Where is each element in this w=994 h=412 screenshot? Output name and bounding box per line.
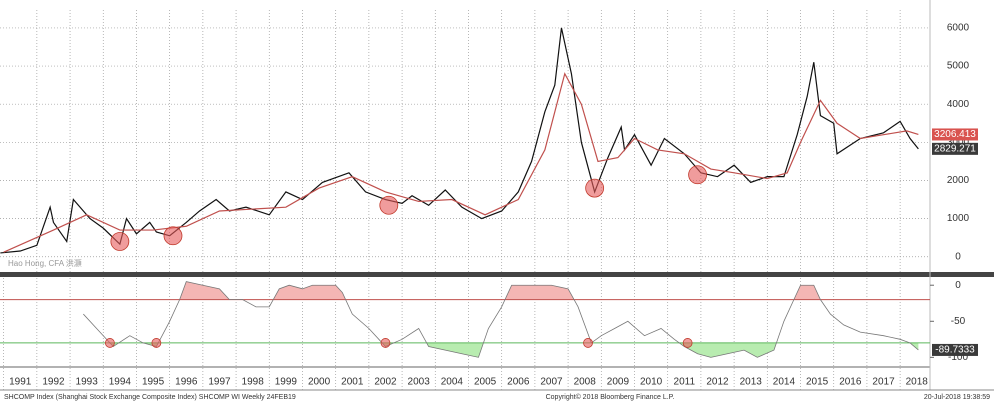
x-tick-label: 1994 [109, 377, 132, 388]
x-tick-label: 1991 [9, 377, 32, 388]
panel-divider [0, 272, 994, 277]
footer-right: 20-Jul-2018 19:38:59 [924, 394, 990, 401]
x-tick-label: 2004 [441, 377, 464, 388]
footer-center: Copyright© 2018 Bloomberg Finance L.P. [546, 393, 675, 401]
x-tick-label: 1996 [175, 377, 198, 388]
line [83, 281, 919, 358]
highlight-circle [163, 226, 183, 246]
value-tag-label: 3206.413 [934, 129, 976, 140]
x-tick-label: 2001 [341, 377, 364, 388]
x-tick-label: 2016 [839, 377, 862, 388]
x-tick-label: 1997 [208, 377, 231, 388]
x-tick-label: 1993 [76, 377, 99, 388]
x-tick-label: 2014 [773, 377, 796, 388]
y-tick-label: 0 [955, 280, 961, 291]
y-tick-label: 6000 [947, 23, 970, 34]
highlight-circle [379, 195, 399, 215]
y-tick-label: 0 [955, 251, 961, 262]
x-tick-label: 2015 [806, 377, 829, 388]
y-tick-label: 5000 [947, 61, 970, 72]
highlight-circle [585, 178, 605, 198]
area-fill [109, 342, 919, 358]
y-tick-label: -100 [948, 352, 968, 363]
x-tick-label: 1999 [275, 377, 298, 388]
y-tick-label: 3000 [947, 137, 970, 148]
highlight-circle [688, 165, 707, 185]
x-tick-label: 2011 [674, 377, 696, 388]
y-tick-label: 1000 [947, 213, 970, 224]
x-tick-label: 2009 [607, 377, 630, 388]
x-tick-label: 2012 [706, 377, 729, 388]
x-tick-label: 2018 [906, 377, 929, 388]
x-tick-label: 1995 [142, 377, 165, 388]
x-tick-label: 2007 [540, 377, 563, 388]
highlight-circle [105, 338, 115, 348]
footer-left: SHCOMP Index (Shanghai Stock Exchange Co… [4, 394, 296, 401]
highlight-circle [583, 338, 593, 348]
x-tick-label: 1998 [242, 377, 265, 388]
value-tag [932, 343, 978, 356]
line [3, 72, 919, 253]
annotation: Hao Hong, CFA 洪灝 [8, 258, 82, 268]
x-tick-label: 2002 [374, 377, 397, 388]
y-tick-label: 2000 [947, 175, 970, 186]
y-tick-label: 4000 [947, 99, 970, 110]
y-tick-label: -50 [951, 316, 966, 327]
value-tag-label: 2829.271 [934, 143, 976, 154]
x-tick-label: 2006 [507, 377, 530, 388]
highlight-circle [380, 338, 391, 348]
highlight-circle [110, 232, 130, 251]
x-tick-label: 2008 [574, 377, 597, 388]
x-tick-label: 2003 [408, 377, 431, 388]
x-tick-label: 2013 [740, 377, 763, 388]
value-tag [932, 128, 978, 141]
highlight-circle [151, 338, 162, 348]
x-tick-label: 1992 [42, 377, 65, 388]
x-tick-label: 2000 [308, 377, 331, 388]
x-tick-label: 2005 [474, 377, 497, 388]
x-tick-label: 2017 [872, 377, 895, 388]
highlight-circle [682, 338, 693, 348]
value-tag [932, 142, 978, 155]
value-tag-label: -89.7333 [935, 345, 975, 356]
x-tick-label: 2010 [640, 377, 663, 388]
line [0, 27, 919, 254]
